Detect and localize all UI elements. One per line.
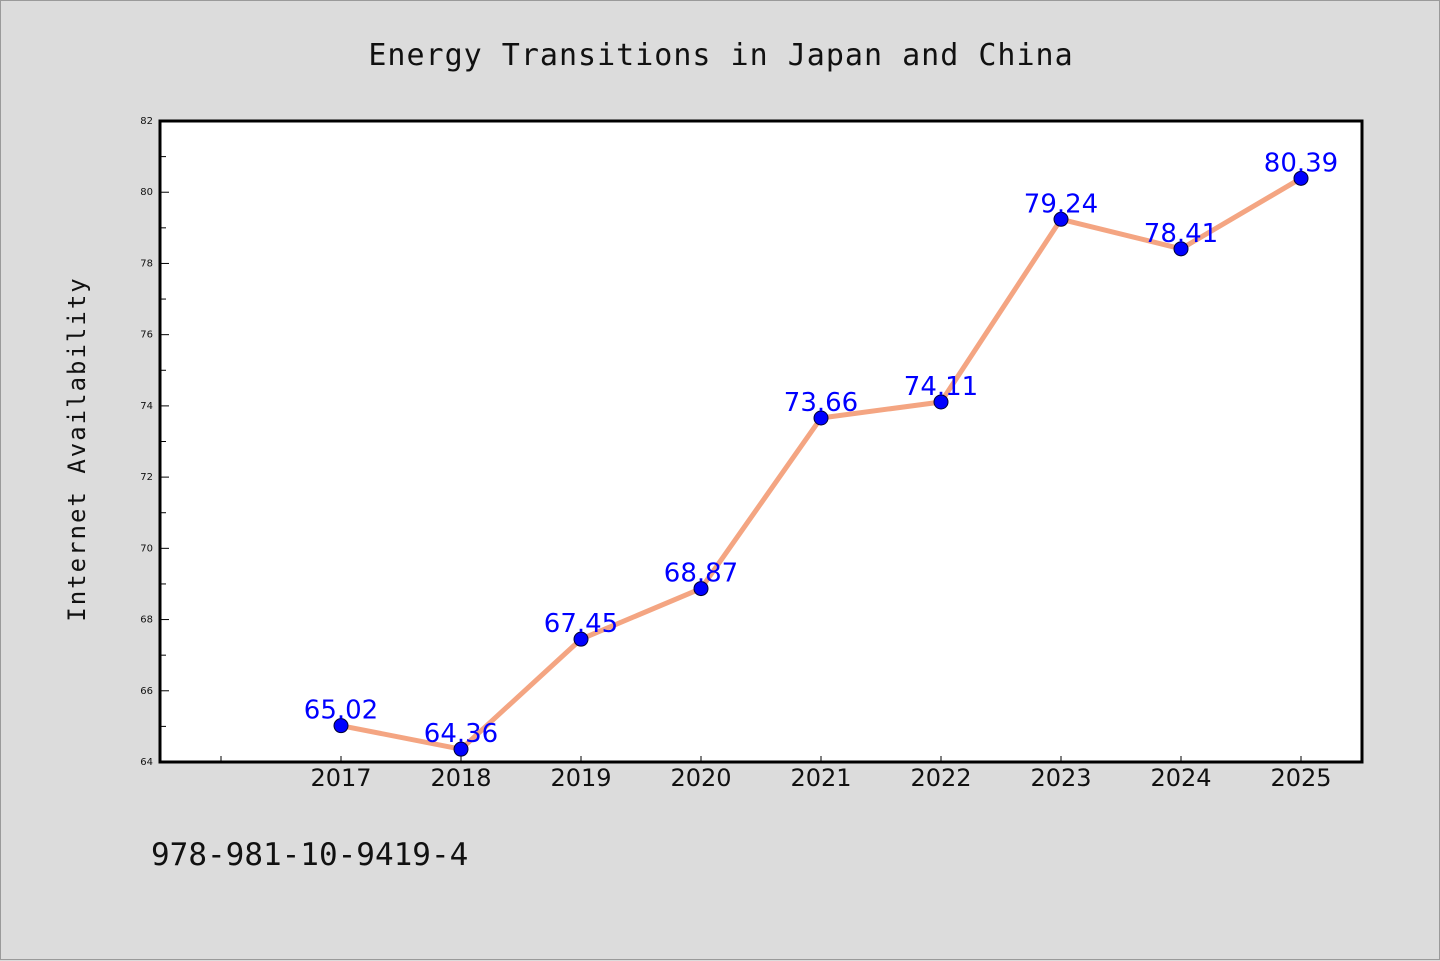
data-label: 65.02 <box>304 696 378 726</box>
data-label: 67.45 <box>544 609 618 639</box>
data-point <box>933 394 949 410</box>
data-point <box>1293 170 1309 186</box>
x-tick-label: 2024 <box>1150 764 1211 792</box>
x-tick-label: 2020 <box>670 764 731 792</box>
data-label: 64.36 <box>424 719 498 749</box>
data-label: 80.39 <box>1264 148 1338 178</box>
y-axis-label: Internet Availability <box>63 276 91 621</box>
data-label: 79.24 <box>1024 189 1098 219</box>
data-point <box>573 631 589 647</box>
data-point <box>693 581 709 597</box>
data-label: 74.11 <box>904 372 978 402</box>
y-tick-label: 74 <box>140 401 153 412</box>
y-tick-label: 80 <box>140 187 153 198</box>
data-point <box>453 741 469 757</box>
x-tick-label: 2023 <box>1030 764 1091 792</box>
x-tick-label: 2019 <box>550 764 611 792</box>
data-label: 68.87 <box>664 559 738 589</box>
footer-isbn: 978-981-10-9419-4 <box>151 837 468 873</box>
y-axis: 64 66 68 70 72 74 76 78 80 82 <box>140 116 169 768</box>
x-tick-label: 2018 <box>430 764 491 792</box>
y-tick-label: 64 <box>140 757 153 768</box>
data-point <box>333 718 349 734</box>
y-tick-label: 66 <box>140 686 153 697</box>
x-tick-label: 2025 <box>1270 764 1331 792</box>
series-layer <box>333 170 1309 757</box>
y-tick-label: 82 <box>140 116 153 127</box>
data-point <box>1053 211 1069 227</box>
y-tick-label: 72 <box>140 472 153 483</box>
x-tick-label: 2017 <box>310 764 371 792</box>
plot-area <box>158 119 1364 764</box>
data-label: 73.66 <box>784 388 858 418</box>
x-tick-label: 2022 <box>910 764 971 792</box>
chart-title: Energy Transitions in Japan and China <box>368 38 1073 73</box>
y-tick-label: 78 <box>140 258 153 269</box>
data-label: 78.41 <box>1144 219 1218 249</box>
data-point <box>1173 241 1189 257</box>
data-point <box>813 410 829 426</box>
y-tick-label: 70 <box>140 543 153 554</box>
data-labels: 65.02 64.36 67.45 68.87 73.66 74.11 79.24 78.41… <box>304 148 1338 749</box>
y-tick-label: 76 <box>140 330 153 341</box>
x-axis: 2017 2018 2019 2020 2021 2022 2023 2024 2025 <box>220 756 1332 792</box>
y-tick-label: 68 <box>140 615 153 626</box>
x-tick-label: 2021 <box>790 764 851 792</box>
